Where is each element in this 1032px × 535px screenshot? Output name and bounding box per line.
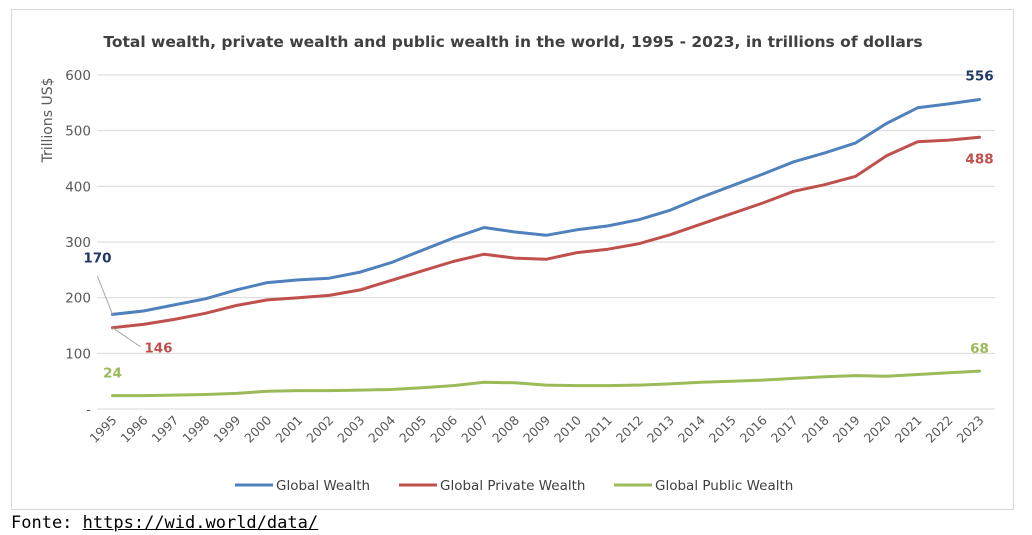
chart-frame: Total wealth, private wealth and public …	[11, 9, 1014, 510]
data-labels: 170 556 146 488 24 68	[83, 68, 993, 381]
x-tick-label: 2011	[582, 413, 615, 446]
x-tick-label: 2004	[365, 412, 398, 445]
legend-label: Global Wealth	[276, 478, 370, 494]
y-axis-label: Trillions US$	[40, 77, 56, 163]
y-tick-label: 300	[65, 235, 91, 251]
y-tick-label: 100	[65, 346, 91, 362]
x-tick-label: 1995	[87, 413, 120, 446]
chart-title: Total wealth, private wealth and public …	[103, 33, 922, 51]
y-tick-label: -	[86, 402, 91, 418]
x-tick-label: 1996	[117, 412, 150, 445]
data-label: 24	[103, 366, 122, 382]
x-tick-label: 2015	[706, 413, 739, 446]
y-tick-label: 500	[65, 124, 91, 140]
x-tick-label: 2017	[768, 413, 801, 446]
x-tick-label: 2007	[458, 413, 491, 446]
series-lines	[111, 98, 981, 398]
source-link[interactable]: https://wid.world/data/	[82, 513, 319, 533]
series-line	[111, 98, 981, 316]
y-tick-label: 600	[65, 68, 91, 84]
x-tick-label: 2008	[489, 412, 522, 445]
x-tick-label: 1998	[179, 412, 212, 445]
x-tick-label: 2020	[861, 412, 894, 445]
x-tick-label: 2009	[520, 412, 553, 445]
x-tick-label: 2002	[303, 413, 336, 446]
x-axis-ticks: 1995199619971998199920002001200220032004…	[87, 412, 987, 445]
series-line	[111, 135, 981, 330]
y-tick-label: 200	[65, 291, 91, 307]
x-tick-label: 2010	[551, 412, 584, 445]
y-tick-label: 400	[65, 179, 91, 195]
data-label: 68	[970, 341, 989, 357]
gridlines	[97, 74, 995, 410]
x-tick-label: 2019	[830, 412, 863, 445]
x-tick-label: 2006	[427, 412, 460, 445]
x-tick-label: 2003	[334, 413, 367, 446]
x-tick-label: 2018	[799, 412, 832, 445]
legend: Global Wealth Global Private Wealth Global…	[235, 478, 793, 494]
x-tick-label: 1999	[210, 412, 243, 445]
data-label-connector	[97, 276, 113, 315]
data-label: 146	[144, 341, 172, 357]
legend-label: Global Private Wealth	[440, 478, 585, 494]
x-tick-label: 2021	[892, 413, 925, 446]
x-tick-label: 2023	[954, 413, 987, 446]
x-tick-label: 2014	[675, 412, 708, 445]
x-tick-label: 2005	[396, 413, 429, 446]
label-connectors	[97, 276, 141, 348]
legend-label: Global Public Wealth	[655, 478, 793, 494]
x-tick-label: 2001	[272, 413, 305, 446]
series-line	[111, 369, 981, 398]
data-label: 170	[83, 250, 111, 266]
x-tick-label: 2016	[737, 412, 770, 445]
x-tick-label: 1997	[148, 413, 181, 446]
source-prefix: Fonte:	[11, 513, 73, 533]
source-note: Fonte: https://wid.world/data/	[11, 511, 318, 535]
x-tick-label: 2013	[644, 413, 677, 446]
y-axis-ticks: - 100 200 300 400 500 600	[65, 68, 91, 418]
x-tick-label: 2012	[613, 413, 646, 446]
data-label: 488	[965, 151, 993, 167]
data-label-connector	[112, 327, 141, 348]
chart: Total wealth, private wealth and public …	[40, 33, 995, 494]
x-tick-label: 2000	[241, 412, 274, 445]
x-tick-label: 2022	[923, 413, 956, 446]
data-label: 556	[965, 68, 993, 84]
